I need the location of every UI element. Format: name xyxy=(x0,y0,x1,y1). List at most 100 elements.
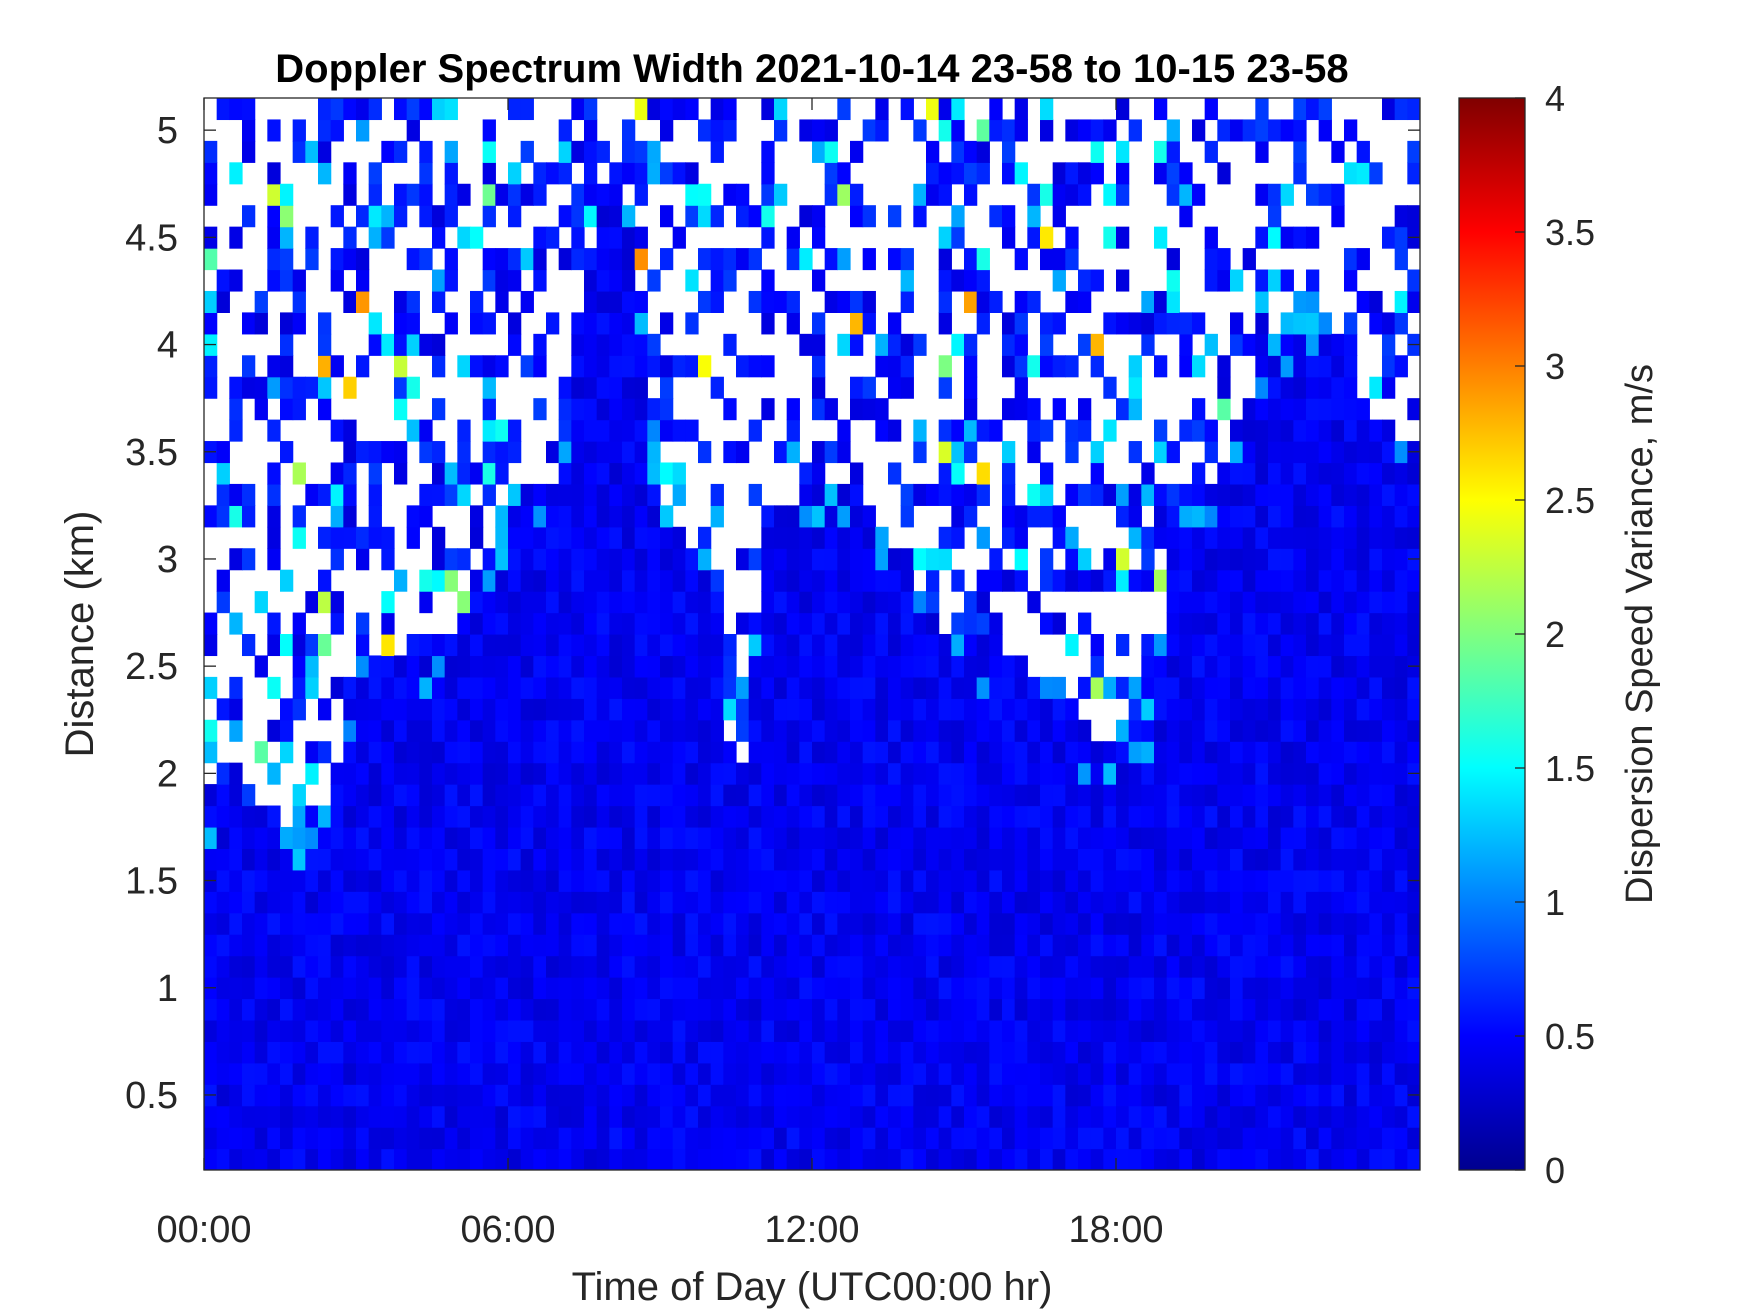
heatmap-cell xyxy=(913,1019,927,1042)
heatmap-cell xyxy=(1255,483,1269,506)
heatmap-cell xyxy=(368,848,382,871)
heatmap-cell xyxy=(698,569,712,592)
heatmap-cell xyxy=(204,934,218,957)
heatmap-cell xyxy=(254,805,268,828)
heatmap-cell xyxy=(571,1062,585,1085)
heatmap-cell xyxy=(774,676,788,699)
y-tick-label: 2 xyxy=(157,753,178,795)
heatmap-cell xyxy=(330,934,344,957)
heatmap-cell xyxy=(229,269,243,292)
heatmap-cell xyxy=(850,955,864,978)
heatmap-cell xyxy=(609,655,623,678)
heatmap-cell xyxy=(1268,934,1282,957)
heatmap-cell xyxy=(1293,1127,1307,1150)
heatmap-cell xyxy=(723,869,737,892)
heatmap-cell xyxy=(1103,1105,1117,1128)
heatmap-cell xyxy=(394,569,408,592)
heatmap-cell xyxy=(546,612,560,635)
heatmap-cell xyxy=(520,955,534,978)
heatmap xyxy=(204,98,1420,1170)
heatmap-cell xyxy=(1116,140,1130,163)
heatmap-cell xyxy=(381,333,395,356)
heatmap-cell xyxy=(1141,784,1155,807)
heatmap-cell xyxy=(1394,826,1408,849)
heatmap-cell xyxy=(533,183,547,206)
heatmap-cell xyxy=(280,1084,294,1107)
heatmap-cell xyxy=(964,162,978,185)
heatmap-cell xyxy=(330,805,344,828)
heatmap-cell xyxy=(204,741,218,764)
heatmap-cell xyxy=(1154,998,1168,1021)
heatmap-cell xyxy=(1268,612,1282,635)
heatmap-cell xyxy=(862,548,876,571)
heatmap-cell xyxy=(292,1019,306,1042)
heatmap-cell xyxy=(913,934,927,957)
heatmap-cell xyxy=(242,355,256,378)
heatmap-cell xyxy=(1141,977,1155,1000)
heatmap-cell xyxy=(1356,805,1370,828)
heatmap-cell xyxy=(584,805,598,828)
heatmap-cell xyxy=(432,762,446,785)
heatmap-cell xyxy=(1356,505,1370,528)
heatmap-cell xyxy=(1179,419,1193,442)
colorbar-tick-label: 3 xyxy=(1545,346,1565,387)
heatmap-cell xyxy=(470,312,484,335)
heatmap-cell xyxy=(837,891,851,914)
heatmap-cell xyxy=(1331,848,1345,871)
heatmap-cell xyxy=(799,119,813,142)
heatmap-cell xyxy=(926,1105,940,1128)
heatmap-cell xyxy=(1014,1105,1028,1128)
heatmap-cell xyxy=(558,591,572,614)
heatmap-cell xyxy=(558,526,572,549)
heatmap-cell xyxy=(786,591,800,614)
heatmap-cell xyxy=(1280,462,1294,485)
heatmap-cell xyxy=(1192,419,1206,442)
heatmap-cell xyxy=(457,183,471,206)
heatmap-cell xyxy=(723,784,737,807)
heatmap-cell xyxy=(824,1041,838,1064)
heatmap-cell xyxy=(1014,1148,1028,1170)
heatmap-cell xyxy=(330,548,344,571)
heatmap-cell xyxy=(1356,826,1370,849)
heatmap-cell xyxy=(1014,848,1028,871)
heatmap-cell xyxy=(1306,1062,1320,1085)
heatmap-cell xyxy=(888,205,902,228)
heatmap-cell xyxy=(824,998,838,1021)
heatmap-cell xyxy=(951,333,965,356)
heatmap-cell xyxy=(926,548,940,571)
heatmap-cell xyxy=(280,826,294,849)
colorbar-axis: 00.511.522.533.54 xyxy=(1515,78,1595,1191)
heatmap-cell xyxy=(1154,698,1168,721)
heatmap-cell xyxy=(1116,505,1130,528)
heatmap-cell xyxy=(254,1019,268,1042)
heatmap-cell xyxy=(520,1084,534,1107)
heatmap-cell xyxy=(698,998,712,1021)
heatmap-cell xyxy=(1204,655,1218,678)
heatmap-cell xyxy=(495,977,509,1000)
heatmap-cell xyxy=(495,634,509,657)
heatmap-cell xyxy=(647,934,661,957)
heatmap-cell xyxy=(470,741,484,764)
heatmap-cell xyxy=(1230,869,1244,892)
heatmap-cell xyxy=(419,183,433,206)
heatmap-cell xyxy=(609,998,623,1021)
heatmap-cell xyxy=(558,1105,572,1128)
heatmap-cell xyxy=(1078,719,1092,742)
heatmap-cell xyxy=(1394,462,1408,485)
heatmap-cell xyxy=(546,955,560,978)
heatmap-cell xyxy=(558,676,572,699)
heatmap-cell xyxy=(1331,741,1345,764)
heatmap-cell xyxy=(1192,934,1206,957)
heatmap-cell xyxy=(736,548,750,571)
heatmap-cell xyxy=(533,569,547,592)
heatmap-cell xyxy=(1369,955,1383,978)
heatmap-cell xyxy=(723,269,737,292)
heatmap-cell xyxy=(1230,333,1244,356)
heatmap-cell xyxy=(381,1019,395,1042)
heatmap-cell xyxy=(837,698,851,721)
heatmap-cell xyxy=(634,1062,648,1085)
heatmap-cell xyxy=(660,1019,674,1042)
heatmap-cell xyxy=(1065,290,1079,313)
heatmap-cell xyxy=(837,1062,851,1085)
heatmap-cell xyxy=(596,1062,610,1085)
